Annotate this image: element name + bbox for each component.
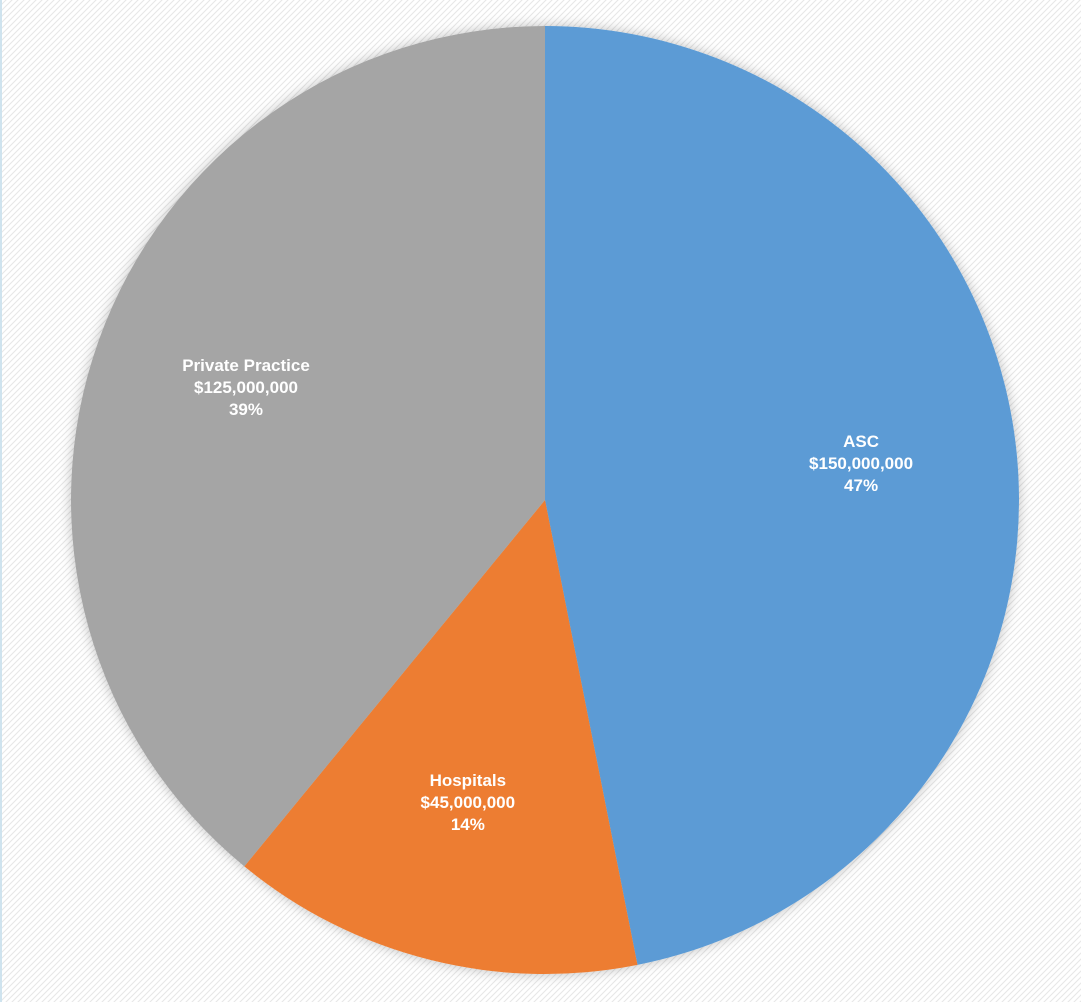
pie-slices bbox=[70, 26, 1019, 974]
data-label-hospitals: Hospitals $45,000,000 14% bbox=[421, 771, 516, 834]
data-label-asc: ASC $150,000,000 47% bbox=[809, 432, 913, 495]
data-label-value: $125,000,000 bbox=[194, 378, 298, 397]
data-label-private-practice: Private Practice $125,000,000 39% bbox=[182, 356, 310, 419]
data-label-percent: 14% bbox=[451, 815, 485, 834]
data-label-percent: 47% bbox=[844, 476, 878, 495]
pie-slice-hospitals bbox=[244, 500, 638, 974]
data-label-category: Hospitals bbox=[430, 771, 507, 790]
data-label-category: ASC bbox=[843, 432, 879, 451]
pie-slice-private-practice bbox=[70, 26, 545, 867]
pie-slice-asc bbox=[545, 26, 1019, 965]
slice-labels: ASC $150,000,000 47% Hospitals $45,000,000 14… bbox=[182, 356, 913, 834]
data-label-value: $150,000,000 bbox=[809, 454, 913, 473]
data-label-percent: 39% bbox=[229, 400, 263, 419]
data-label-category: Private Practice bbox=[182, 356, 310, 375]
data-label-value: $45,000,000 bbox=[421, 793, 516, 812]
